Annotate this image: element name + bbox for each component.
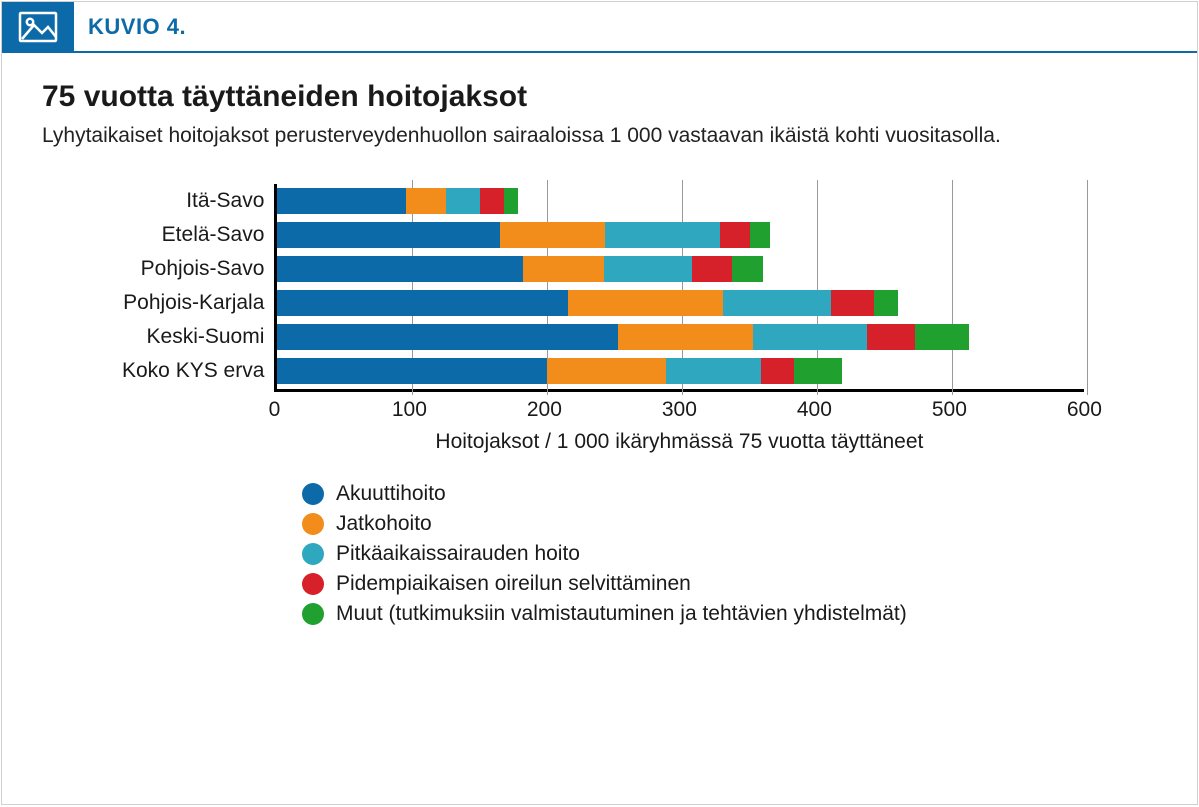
chart-title: 75 vuotta täyttäneiden hoitojaksot	[42, 80, 1157, 114]
y-axis-category: Etelä-Savo	[162, 218, 265, 252]
legend-swatch	[302, 573, 324, 595]
header-rule	[2, 51, 1197, 53]
bar-segment	[874, 290, 898, 316]
legend: Akuuttihoito Jatkohoito Pitkäaikaissairaud…	[42, 482, 1157, 626]
bar-segment	[277, 290, 567, 316]
bar-segment	[277, 358, 547, 384]
bar-segment	[277, 222, 500, 248]
x-tick-label: 500	[932, 398, 967, 422]
y-axis-category: Itä-Savo	[186, 184, 264, 218]
legend-swatch	[302, 483, 324, 505]
legend-item: Akuuttihoito	[302, 482, 1157, 506]
image-icon	[2, 2, 74, 52]
legend-label: Muut (tutkimuksiin valmistautuminen ja t…	[336, 602, 907, 626]
y-axis-category: Pohjois-Karjala	[123, 286, 264, 320]
bar-segment	[277, 188, 405, 214]
legend-item: Pitkäaikaissairauden hoito	[302, 542, 1157, 566]
x-tick-label: 400	[797, 398, 832, 422]
bar-segment	[277, 324, 617, 350]
bar-row	[277, 184, 1084, 218]
bar-segment	[277, 256, 523, 282]
bar-segment	[720, 222, 750, 248]
bar-row	[277, 354, 1084, 388]
legend-label: Pitkäaikaissairauden hoito	[336, 542, 580, 566]
bar-segment	[831, 290, 874, 316]
y-axis-category: Pohjois-Savo	[141, 252, 265, 286]
bar-segment	[480, 188, 504, 214]
legend-swatch	[302, 543, 324, 565]
bar-segment	[547, 358, 666, 384]
grid-line	[1087, 180, 1088, 395]
figure-label: KUVIO 4.	[88, 14, 186, 40]
bar-segment	[732, 256, 763, 282]
legend-label: Akuuttihoito	[336, 482, 446, 506]
legend-label: Jatkohoito	[336, 512, 432, 536]
bar-segment	[794, 358, 841, 384]
figure-label-box: KUVIO 4.	[74, 2, 204, 52]
legend-item: Muut (tutkimuksiin valmistautuminen ja t…	[302, 602, 1157, 626]
y-axis-category: Keski-Suomi	[147, 320, 265, 354]
y-axis-labels: Itä-SavoEtelä-SavoPohjois-SavoPohjois-Ka…	[122, 184, 274, 454]
bar-segment	[692, 256, 733, 282]
bar-segment	[723, 290, 831, 316]
bar-segment	[666, 358, 761, 384]
bar-segment	[761, 358, 795, 384]
bar-row	[277, 320, 1084, 354]
bar-row	[277, 218, 1084, 252]
bar-segment	[867, 324, 914, 350]
chart-area: Itä-SavoEtelä-SavoPohjois-SavoPohjois-Ka…	[42, 184, 1157, 454]
bar-segment	[523, 256, 604, 282]
legend-label: Pidempiaikaisen oireilun selvittäminen	[336, 572, 691, 596]
bar-segment	[915, 324, 969, 350]
x-tick-label: 200	[527, 398, 562, 422]
plot: 0100200300400500600 Hoitojaksot / 1 000 …	[274, 184, 1084, 454]
bar-segment	[605, 222, 720, 248]
bar-segment	[504, 188, 518, 214]
figure-container: KUVIO 4. 75 vuotta täyttäneiden hoitojak…	[1, 1, 1198, 805]
figure-header: KUVIO 4.	[2, 2, 1197, 52]
legend-swatch	[302, 603, 324, 625]
x-tick-label: 0	[269, 398, 281, 422]
x-axis-ticks: 0100200300400500600	[274, 392, 1084, 422]
bar-row	[277, 286, 1084, 320]
bar-segment	[446, 188, 480, 214]
bar-segment	[568, 290, 723, 316]
x-tick-label: 300	[662, 398, 697, 422]
bar-segment	[500, 222, 605, 248]
y-axis-category: Koko KYS erva	[122, 354, 264, 388]
bar-segment	[750, 222, 770, 248]
x-axis-label: Hoitojaksot / 1 000 ikäryhmässä 75 vuott…	[274, 430, 1084, 454]
bar-row	[277, 252, 1084, 286]
bar-segment	[406, 188, 447, 214]
figure-content: 75 vuotta täyttäneiden hoitojaksot Lyhyt…	[2, 52, 1197, 652]
wedge-decor	[204, 2, 232, 52]
chart-subtitle: Lyhytaikaiset hoitojaksot perusterveyden…	[42, 124, 1157, 148]
x-tick-label: 600	[1067, 398, 1102, 422]
bar-segment	[618, 324, 753, 350]
bar-segment	[604, 256, 692, 282]
legend-item: Pidempiaikaisen oireilun selvittäminen	[302, 572, 1157, 596]
x-tick-label: 100	[392, 398, 427, 422]
legend-swatch	[302, 513, 324, 535]
legend-item: Jatkohoito	[302, 512, 1157, 536]
bar-segment	[753, 324, 868, 350]
plot-area	[274, 184, 1084, 392]
